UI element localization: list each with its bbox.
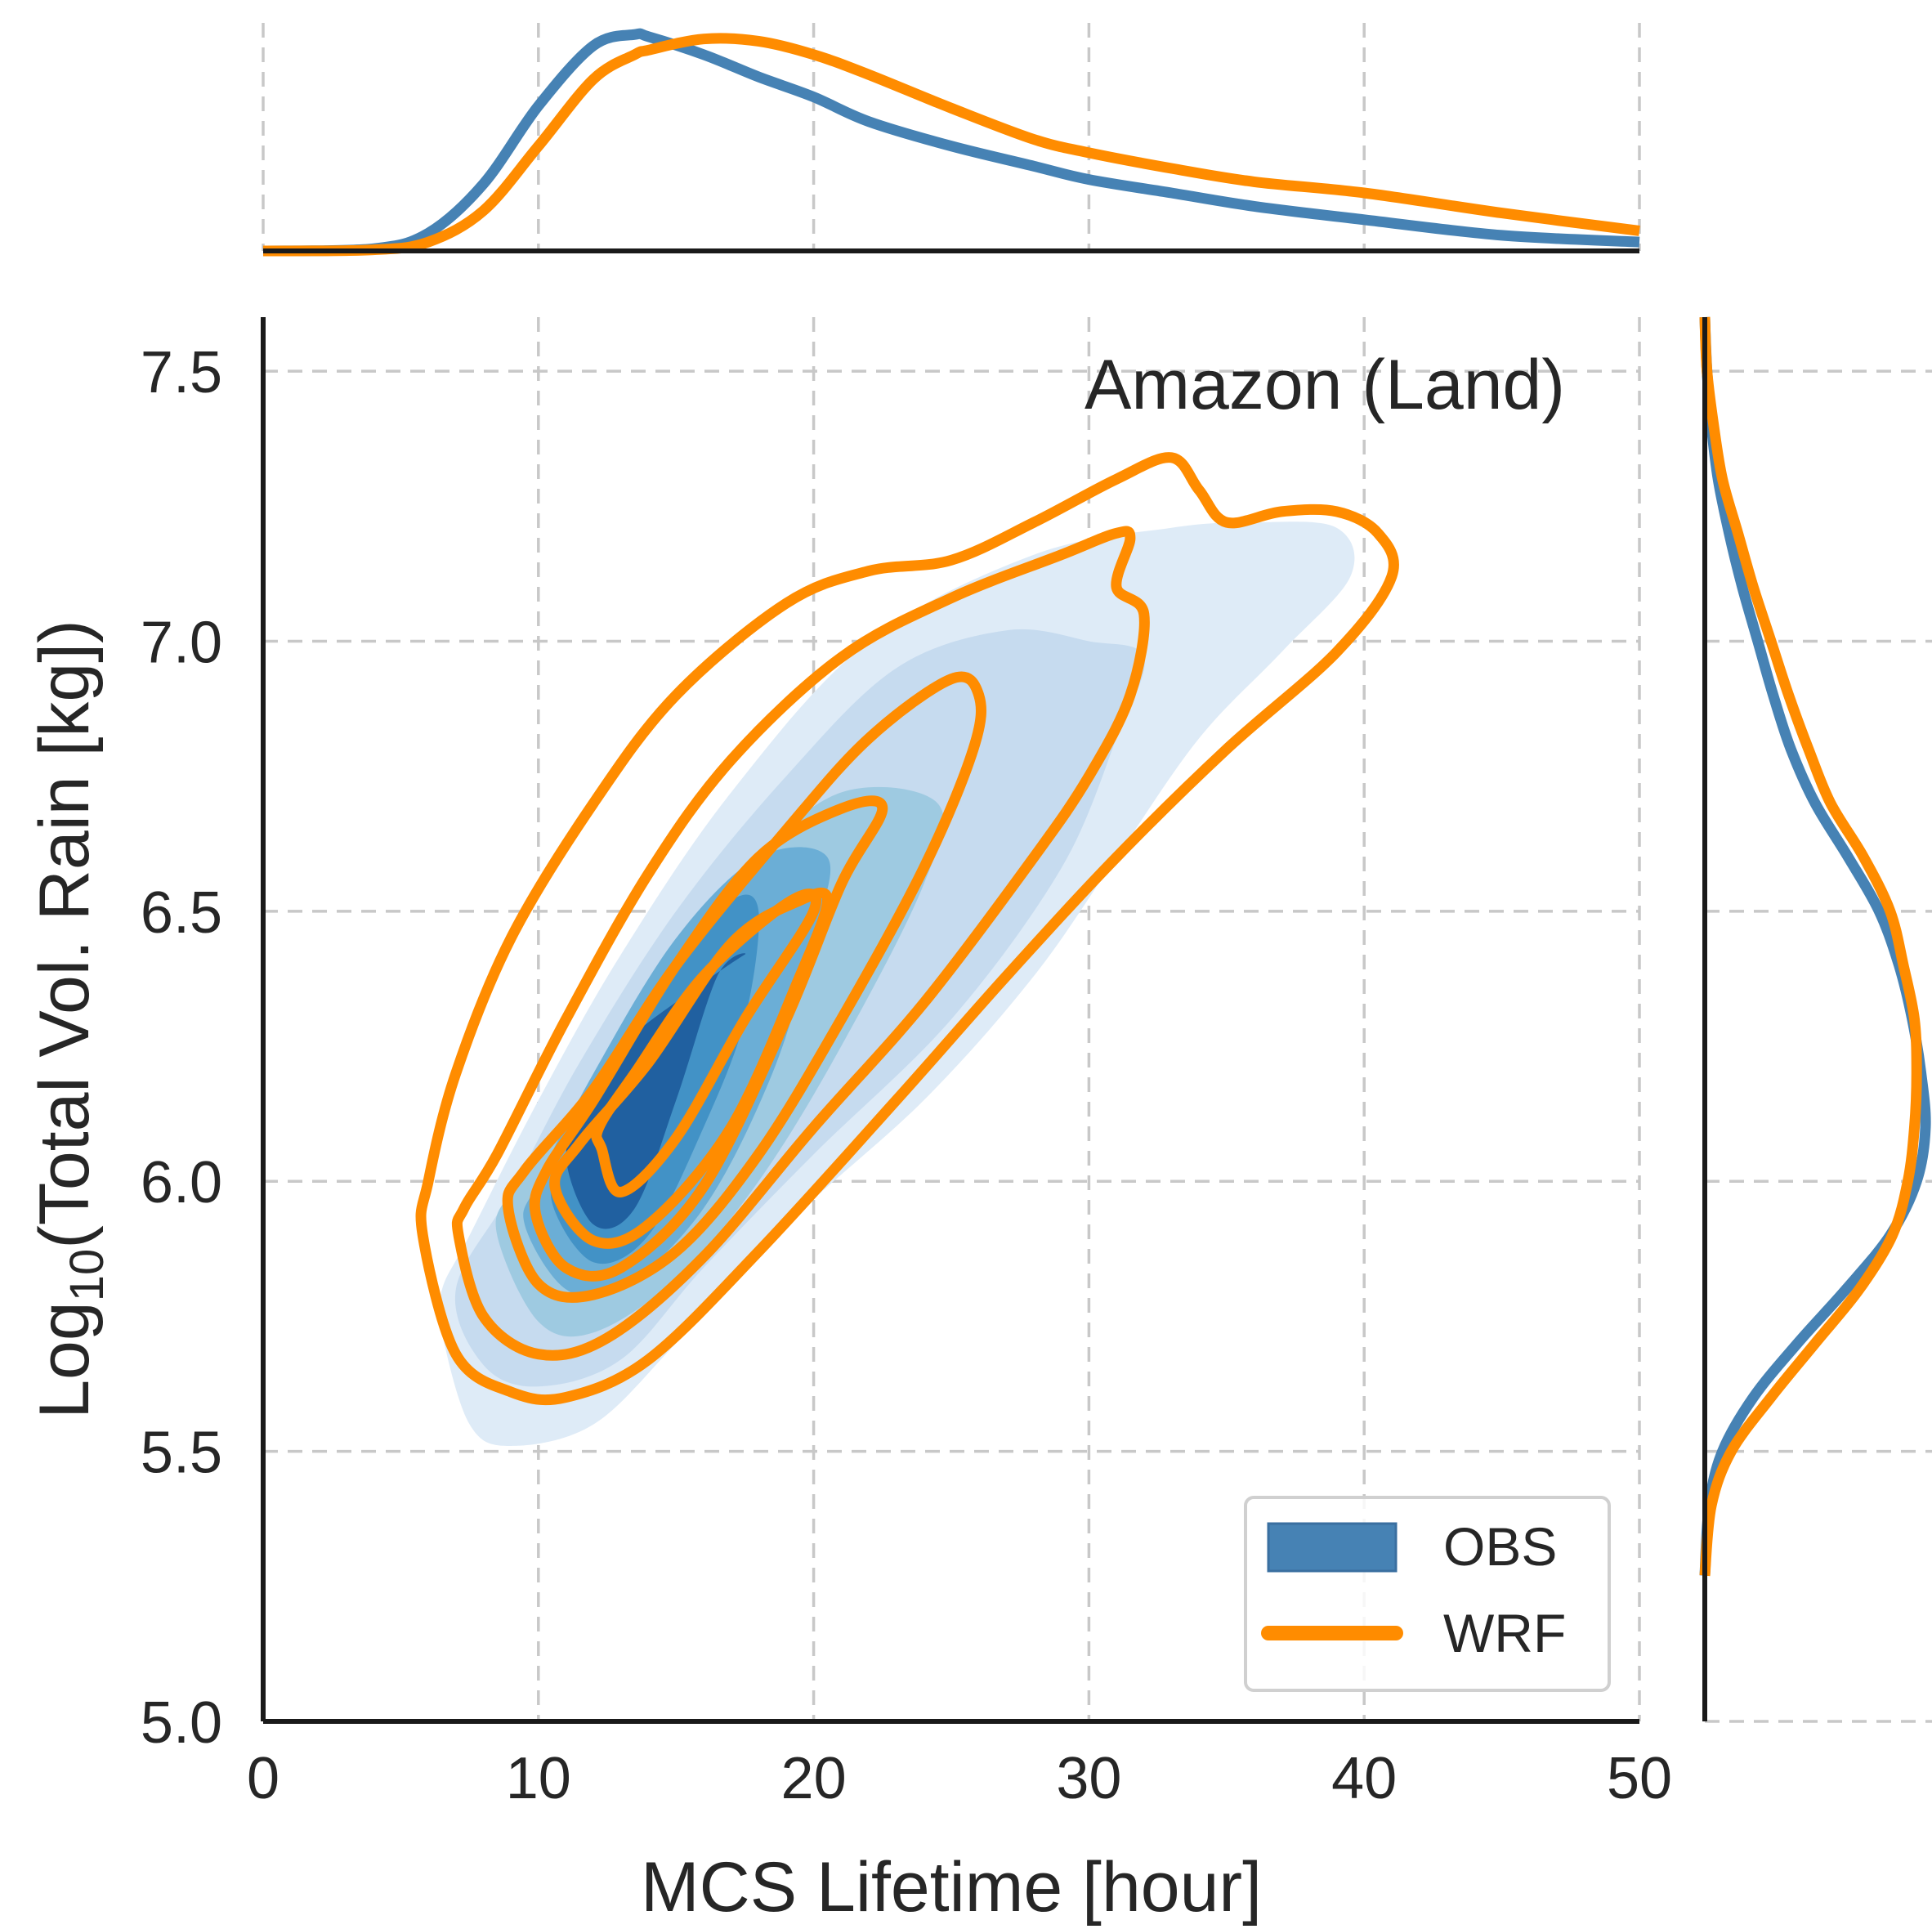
obs-contour-level-5 — [566, 953, 746, 1229]
x-tick-label-1: 10 — [506, 1746, 571, 1811]
x-tick-label-2: 20 — [781, 1746, 847, 1811]
top-marginal-wrf-curve — [262, 33, 1640, 257]
legend-obs-label: OBS — [1443, 1516, 1557, 1577]
y-tick-label-2: 6.0 — [141, 1150, 222, 1215]
y-tick-label-0: 5.0 — [141, 1690, 222, 1756]
y-tick-labels: 5.0 5.5 6.0 6.5 7.0 7.5 — [141, 340, 222, 1756]
wrf-contour-level-1 — [451, 526, 1150, 1361]
x-axis-title: MCS Lifetime [hour] — [641, 1848, 1262, 1927]
x-tick-label-3: 30 — [1056, 1746, 1121, 1811]
x-tick-labels: 0 10 20 30 40 50 — [247, 1746, 1672, 1811]
y-tick-label-5: 7.5 — [141, 340, 222, 405]
y-tick-label-3: 6.5 — [141, 880, 222, 946]
right-marginal-wrf-curve — [1699, 316, 1922, 1577]
y-tick-label-1: 5.5 — [141, 1421, 222, 1486]
wrf-contour-level-3 — [529, 795, 888, 1282]
legend-obs-swatch — [1267, 1522, 1398, 1573]
right-marginal-gridlines — [1705, 369, 1932, 1723]
y-axis-title-log: Log — [25, 1301, 104, 1419]
legend-wrf-label: WRF — [1443, 1603, 1566, 1663]
x-tick-label-5: 50 — [1607, 1746, 1672, 1811]
right-marginal — [1699, 316, 1932, 1723]
wrf-contour-lines — [415, 452, 1399, 1406]
y-axis-title: Log10(Total Vol. Rain [kg]) — [25, 620, 114, 1419]
top-marginal-gridlines — [262, 23, 1641, 251]
y-axis-title-subscript: 10 — [60, 1249, 114, 1302]
right-marginal-obs-curve — [1699, 316, 1931, 1577]
y-tick-label-4: 7.0 — [141, 610, 222, 675]
main-plot: 0 10 20 30 40 50 5.0 5.5 6.0 6.5 7.0 7.5 Amazon (L… — [25, 317, 1672, 1927]
y-axis-title-rest: (Total Vol. Rain [kg]) — [25, 620, 104, 1249]
legend: OBS WRF — [1244, 1496, 1611, 1692]
x-tick-label-4: 40 — [1331, 1746, 1397, 1811]
obs-filled-contours — [438, 521, 1355, 1446]
top-marginal — [262, 23, 1641, 257]
top-marginal-obs-curve — [262, 28, 1640, 257]
wrf-contour-level-0 — [415, 452, 1399, 1406]
wrf-contour-level-5 — [591, 888, 822, 1197]
region-annotation: Amazon (Land) — [1085, 346, 1565, 424]
x-tick-label-0: 0 — [247, 1746, 280, 1811]
